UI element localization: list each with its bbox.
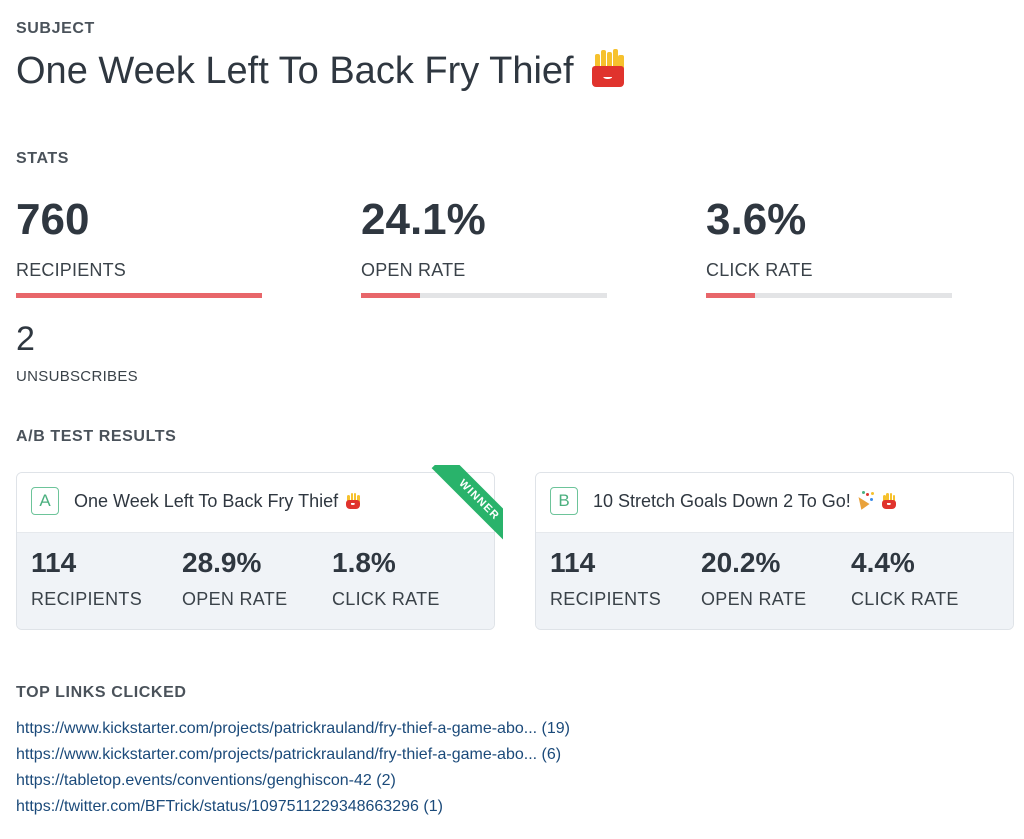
variant-recipients-label: RECIPIENTS — [550, 589, 662, 609]
ab-test-heading: A/B TEST RESULTS — [16, 428, 177, 445]
top-link-item[interactable]: https://www.kickstarter.com/projects/pat… — [16, 716, 570, 742]
top-link-url[interactable]: https://www.kickstarter.com/projects/pat… — [16, 720, 538, 737]
top-links-heading: TOP LINKS CLICKED — [16, 684, 187, 701]
french-fries-icon — [344, 491, 362, 510]
variant-badge: B — [550, 487, 578, 515]
top-link-url[interactable]: https://www.kickstarter.com/projects/pat… — [16, 746, 538, 763]
french-fries-icon — [880, 491, 898, 510]
stat-open-rate-bar — [361, 293, 607, 298]
stat-recipients-bar — [16, 293, 262, 298]
ab-variant-card-b[interactable]: B 10 Stretch Goals Down 2 To Go! 114 REC… — [535, 472, 1014, 630]
variant-open-rate-value: 20.2% — [701, 547, 781, 578]
french-fries-icon — [588, 47, 628, 87]
variant-badge: A — [31, 487, 59, 515]
variant-open-rate-label: OPEN RATE — [182, 589, 288, 609]
top-link-item[interactable]: https://tabletop.events/conventions/geng… — [16, 768, 570, 794]
variant-recipients-label: RECIPIENTS — [31, 589, 143, 609]
variant-recipients: 114 RECIPIENTS — [31, 549, 142, 610]
top-link-url[interactable]: https://tabletop.events/conventions/geng… — [16, 772, 372, 789]
stat-recipients-bar-fill — [16, 293, 262, 298]
variant-open-rate: 28.9% OPEN RATE — [182, 549, 287, 610]
top-link-count: (19) — [541, 720, 570, 737]
ab-variant-card-header: B 10 Stretch Goals Down 2 To Go! — [536, 473, 1013, 533]
top-link-item[interactable]: https://www.kickstarter.com/projects/pat… — [16, 742, 570, 768]
variant-click-rate-label: CLICK RATE — [332, 589, 440, 609]
stat-open-rate-bar-fill — [361, 293, 421, 298]
variant-open-rate-value: 28.9% — [182, 547, 262, 578]
variant-subject-text: One Week Left To Back Fry Thief — [74, 491, 339, 511]
variant-click-rate: 4.4% CLICK RATE — [851, 549, 959, 610]
stat-click-rate-label: CLICK RATE — [706, 260, 813, 280]
variant-subject-text: 10 Stretch Goals Down 2 To Go! — [593, 491, 851, 511]
stat-open-rate: 24.1% OPEN RATE — [361, 198, 607, 298]
top-link-url[interactable]: https://twitter.com/BFTrick/status/10975… — [16, 798, 419, 815]
variant-subject: 10 Stretch Goals Down 2 To Go! — [593, 491, 898, 512]
stat-click-rate-bar — [706, 293, 952, 298]
variant-subject: One Week Left To Back Fry Thief — [74, 491, 362, 512]
stat-click-rate: 3.6% CLICK RATE — [706, 198, 952, 298]
ab-variant-card-stats: 114 RECIPIENTS 20.2% OPEN RATE 4.4% CLIC… — [536, 533, 1013, 629]
variant-click-rate-value: 1.8% — [332, 547, 396, 578]
top-links-list: https://www.kickstarter.com/projects/pat… — [16, 716, 570, 820]
variant-click-rate-value: 4.4% — [851, 547, 915, 578]
variant-click-rate: 1.8% CLICK RATE — [332, 549, 440, 610]
stat-click-rate-bar-fill — [706, 293, 756, 298]
stat-click-rate-value: 3.6% — [706, 195, 807, 244]
variant-open-rate-label: OPEN RATE — [701, 589, 807, 609]
top-link-item[interactable]: https://twitter.com/BFTrick/status/10975… — [16, 794, 570, 820]
top-link-count: (6) — [541, 746, 562, 763]
stat-recipients: 760 RECIPIENTS — [16, 198, 262, 298]
variant-click-rate-label: CLICK RATE — [851, 589, 959, 609]
top-link-count: (1) — [423, 798, 443, 815]
ab-variant-card-stats: 114 RECIPIENTS 28.9% OPEN RATE 1.8% CLIC… — [17, 533, 494, 629]
subject-heading: SUBJECT — [16, 20, 95, 37]
unsubscribes-label: UNSUBSCRIBES — [16, 368, 138, 385]
stat-open-rate-value: 24.1% — [361, 195, 486, 244]
variant-recipients-value: 114 — [31, 547, 77, 578]
unsubscribes-value: 2 — [16, 320, 35, 358]
variant-recipients-value: 114 — [550, 547, 596, 578]
party-popper-icon — [854, 491, 874, 511]
stat-recipients-label: RECIPIENTS — [16, 260, 127, 280]
ab-variant-card-a[interactable]: A One Week Left To Back Fry Thief 114 RE… — [16, 472, 495, 630]
stat-open-rate-label: OPEN RATE — [361, 260, 466, 280]
ab-variant-card-header: A One Week Left To Back Fry Thief — [17, 473, 494, 533]
variant-recipients: 114 RECIPIENTS — [550, 549, 661, 610]
variant-open-rate: 20.2% OPEN RATE — [701, 549, 806, 610]
stats-heading: STATS — [16, 150, 70, 167]
subject-title-text: One Week Left To Back Fry Thief — [16, 50, 574, 92]
subject-title: One Week Left To Back Fry Thief — [16, 47, 628, 93]
stat-recipients-value: 760 — [16, 195, 90, 244]
top-link-count: (2) — [376, 772, 396, 789]
